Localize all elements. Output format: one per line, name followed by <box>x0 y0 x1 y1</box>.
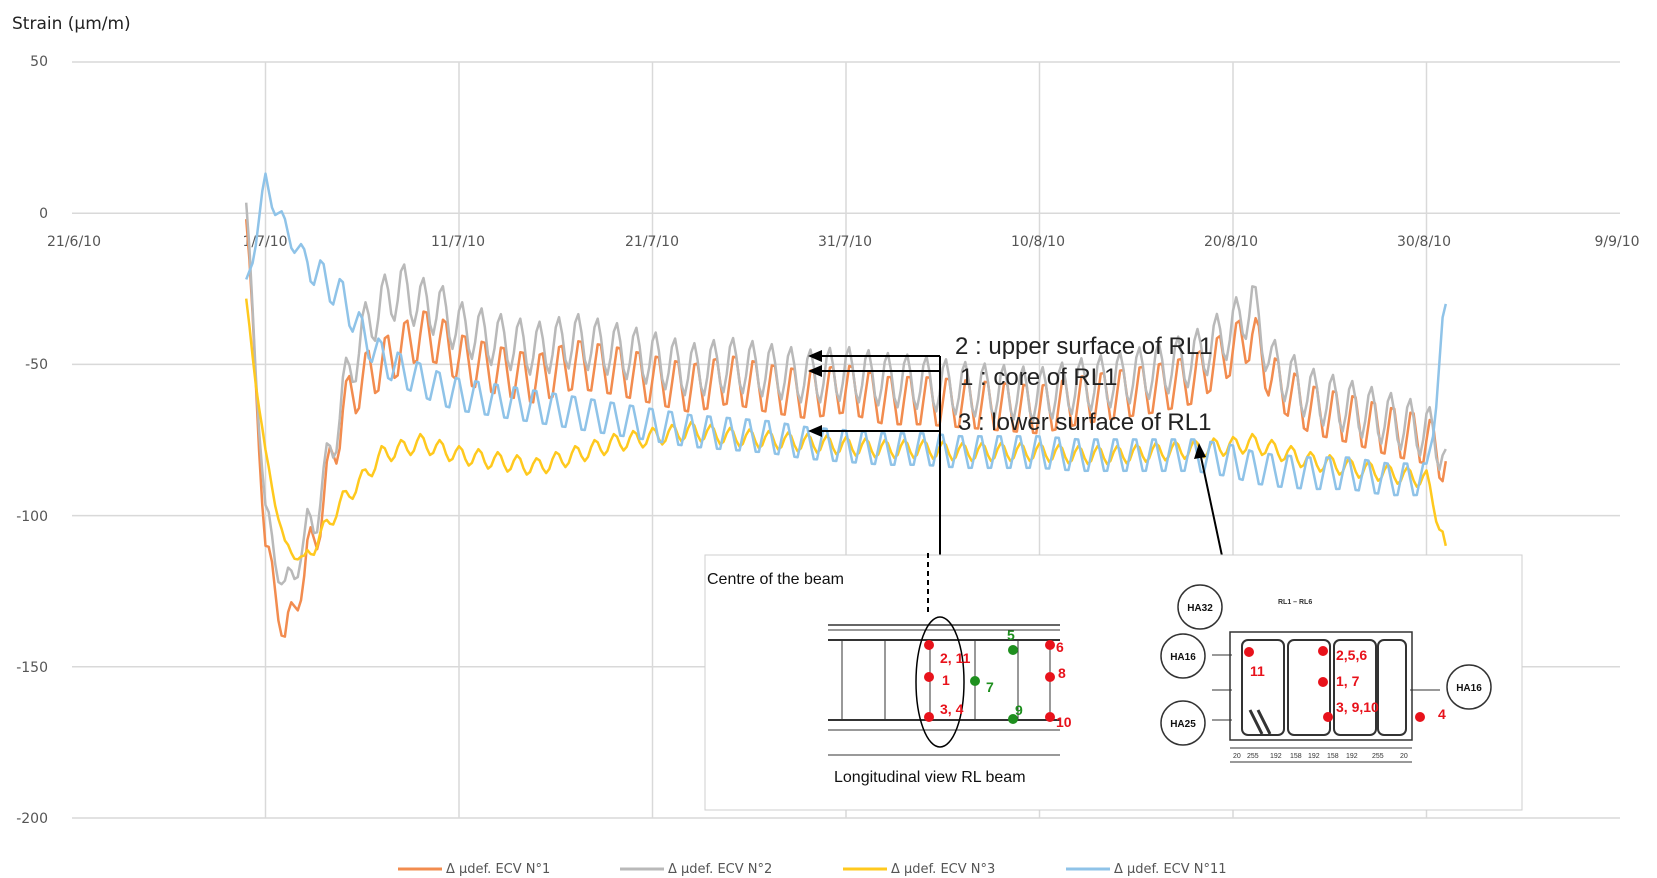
sensor-point-green <box>970 676 980 686</box>
rebar-circle-ha16 <box>1160 633 1206 679</box>
point-label: 3, 4 <box>940 701 964 717</box>
rebar-label: HA16 <box>1170 652 1196 663</box>
series-line-ecv-3 <box>244 298 1448 561</box>
y-tick-label: 50 <box>30 54 48 70</box>
point-label: 9 <box>1015 702 1023 718</box>
annotation-group: 2 : upper surface of RL1 1 : core of RL1… <box>808 333 1243 651</box>
legend-label-ecv-2: Δ µdef. ECV N°2 <box>668 862 772 877</box>
rebar-circle-ha25 <box>1160 700 1206 746</box>
sensor-point-red <box>924 640 934 650</box>
section-point-label: 2,5,6 <box>1336 647 1367 663</box>
point-label: 8 <box>1058 665 1066 681</box>
dimension-label: 20 <box>1233 753 1241 760</box>
x-tick-label: 10/8/10 <box>1011 234 1065 250</box>
beam-inset: Centre of the beam Longitudinal view RL … <box>704 553 1523 811</box>
x-tick-labels: 21/6/10 1/7/10 11/7/10 21/7/10 31/7/10 1… <box>47 234 1640 250</box>
dimension-label: 158 <box>1290 753 1302 760</box>
legend-label-ecv-11: Δ µdef. ECV N°11 <box>1114 862 1227 877</box>
y-tick-label: 0 <box>39 206 48 222</box>
section-point <box>1318 646 1328 656</box>
section-point <box>1415 712 1425 722</box>
y-tick-label: -200 <box>16 811 48 827</box>
legend-label-ecv-1: Δ µdef. ECV N°1 <box>446 862 550 877</box>
dimension-label: 192 <box>1346 753 1358 760</box>
legend-label-ecv-3: Δ µdef. ECV N°3 <box>891 862 995 877</box>
dimension-label: 255 <box>1247 753 1259 760</box>
x-tick-label: 1/7/10 <box>242 234 287 250</box>
y-tick-label: -50 <box>25 357 48 373</box>
section-point-label: 1, 7 <box>1336 673 1360 689</box>
section-point-label: 4 <box>1438 706 1446 722</box>
cross-section <box>1212 631 1440 763</box>
longitudinal-caption: Longitudinal view RL beam <box>834 769 1026 786</box>
sensor-point-red <box>1045 712 1055 722</box>
x-tick-label: 21/6/10 <box>47 234 101 250</box>
section-title: RL1 – RL6 <box>1278 599 1312 606</box>
annotation-lower-surface: 3 : lower surface of RL1 <box>958 409 1211 436</box>
rebar-label: HA25 <box>1170 719 1196 730</box>
point-label: 1 <box>942 672 950 688</box>
dimension-label: 192 <box>1308 753 1320 760</box>
point-label: 2, 11 <box>940 650 971 666</box>
series-group <box>244 172 1448 638</box>
annotation-upper-surface: 2 : upper surface of RL1 <box>955 333 1212 360</box>
rebar-label: HA32 <box>1187 603 1213 614</box>
dimension-label: 255 <box>1372 753 1384 760</box>
longitudinal-view <box>828 616 1060 756</box>
arrow-head-icon <box>808 365 822 377</box>
section-point <box>1323 712 1333 722</box>
section-dimensions: 20 255 192 158 192 158 192 255 20 <box>1233 753 1408 760</box>
x-tick-label: 30/8/10 <box>1397 234 1451 250</box>
legend: Δ µdef. ECV N°1 Δ µdef. ECV N°2 Δ µdef. … <box>398 862 1227 877</box>
point-label: 7 <box>986 679 994 695</box>
section-point-label: 11 <box>1250 663 1265 679</box>
arrow-head-icon <box>808 350 822 362</box>
sensor-point-red <box>1045 640 1055 650</box>
point-label: 5 <box>1007 627 1015 643</box>
point-label: 6 <box>1056 639 1064 655</box>
section-point <box>1318 677 1328 687</box>
point-label: 10 <box>1056 714 1072 730</box>
sensor-point-red <box>924 712 934 722</box>
rebar-circle-ha32 <box>1177 584 1223 630</box>
x-tick-label: 31/7/10 <box>818 234 872 250</box>
y-tick-labels: 50 0 -50 -100 -150 -200 <box>16 54 48 827</box>
section-point <box>1244 647 1254 657</box>
dimension-label: 192 <box>1270 753 1282 760</box>
x-tick-label: 9/9/10 <box>1594 234 1639 250</box>
sensor-point-red <box>924 672 934 682</box>
dimension-label: 158 <box>1327 753 1339 760</box>
centre-of-beam-label: Centre of the beam <box>707 571 844 588</box>
rebar-circle-ha16 <box>1446 664 1492 710</box>
arrow-head-icon <box>1194 443 1206 459</box>
inset-panel <box>704 554 1523 811</box>
arrow-head-icon <box>808 425 822 437</box>
sensor-point-red <box>1045 672 1055 682</box>
x-tick-label: 11/7/10 <box>431 234 485 250</box>
annotation-core: 1 : core of RL1 <box>960 364 1117 391</box>
sensor-point-green <box>1008 645 1018 655</box>
x-tick-label: 20/8/10 <box>1204 234 1258 250</box>
section-point-label: 3, 9,10 <box>1336 699 1379 715</box>
y-axis-label: Strain (µm/m) <box>12 14 131 34</box>
y-tick-label: -100 <box>16 509 48 525</box>
x-tick-label: 21/7/10 <box>625 234 679 250</box>
rebar-label: HA16 <box>1456 683 1482 694</box>
y-tick-label: -150 <box>16 660 48 676</box>
sensor-point-green <box>1008 714 1018 724</box>
dimension-label: 20 <box>1400 753 1408 760</box>
series-line-ecv-1 <box>244 219 1448 638</box>
